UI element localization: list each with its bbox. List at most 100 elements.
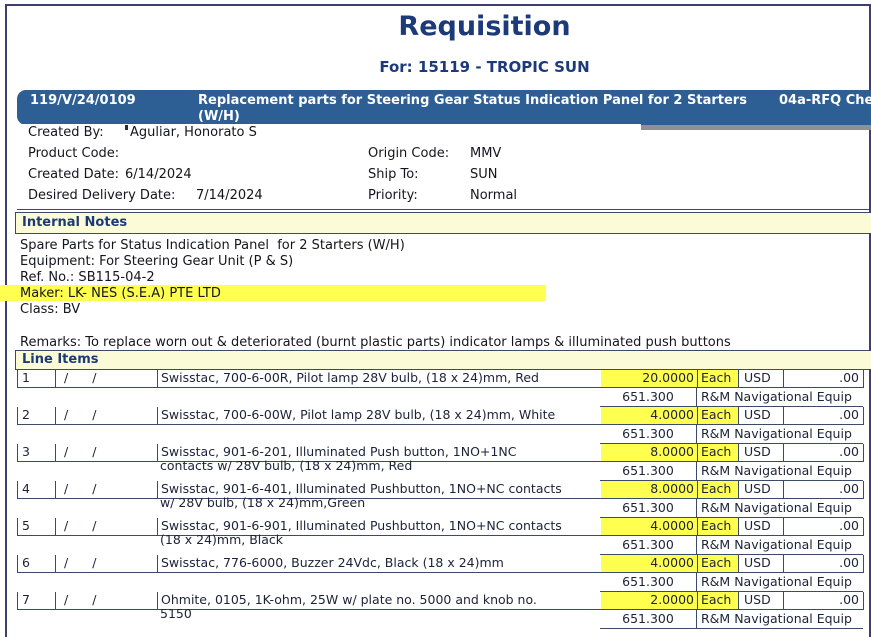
line-item: 3 / / Swisstac, 901-6-201, Illuminated P… — [17, 444, 864, 481]
product-code-label: Product Code: — [28, 146, 120, 161]
ship-to-label: Ship To: — [368, 167, 419, 182]
line-item: 5 / / Swisstac, 901-6-901, Illuminated P… — [17, 518, 864, 555]
slash: / — [64, 481, 69, 496]
amount-cell: .00 — [784, 370, 864, 387]
line-number-cell: 3 — [18, 444, 56, 461]
account-name-cell: R&M Navigational Equip — [697, 499, 863, 518]
currency-cell: USD — [739, 592, 784, 609]
amount-cell: .00 — [784, 592, 864, 609]
unit-cell-highlighted: Each — [698, 407, 739, 424]
unit-cell-highlighted: Each — [698, 592, 739, 609]
account-code-cell: 651.300 — [600, 536, 697, 555]
account-name-cell: R&M Navigational Equip — [697, 425, 863, 444]
note-line: Class: BV — [20, 302, 81, 317]
quantity-cell-highlighted: 2.0000 — [601, 592, 698, 609]
unit-cell-highlighted: Each — [698, 444, 739, 461]
line-item: 1 / / Swisstac, 700-6-00R, Pilot lamp 28… — [17, 370, 864, 407]
internal-notes-header: Internal Notes — [15, 212, 871, 234]
description-cell: Swisstac, 901-6-901, Illuminated Pushbut… — [161, 518, 562, 533]
quantity-cell-highlighted: 8.0000 — [601, 444, 698, 461]
amount-cell: .00 — [784, 444, 864, 461]
account-code-cell: 651.300 — [600, 499, 697, 518]
line-item-row[interactable]: 3 / / Swisstac, 901-6-201, Illuminated P… — [17, 444, 864, 462]
requisition-description-line2: (W/H) — [198, 109, 240, 124]
unit-cell-highlighted: Each — [698, 555, 739, 572]
line-number-cell: 7 — [18, 592, 56, 609]
line-item: 6 / / Swisstac, 776-6000, Buzzer 24Vdc, … — [17, 555, 864, 592]
slash: / — [64, 407, 69, 422]
slash-cell: / / — [56, 518, 158, 535]
line-number-cell: 2 — [18, 407, 56, 424]
ship-to-value: SUN — [470, 167, 498, 182]
desired-delivery-value: 7/14/2024 — [196, 188, 263, 203]
slash: / — [92, 518, 97, 533]
requisition-description-line1: Replacement parts for Steering Gear Stat… — [198, 93, 747, 108]
slash-cell: / / — [56, 555, 158, 572]
note-line-maker: Maker: LK- NES (S.E.A) PTE LTD — [20, 286, 221, 301]
requisition-description: Replacement parts for Steering Gear Stat… — [198, 93, 798, 125]
text-cursor-mark — [125, 125, 128, 130]
account-code-cell: 651.300 — [600, 573, 697, 592]
created-date-label: Created Date: — [28, 167, 120, 182]
account-name-cell: R&M Navigational Equip — [697, 536, 863, 555]
description-cell: Swisstac, 700-6-00W, Pilot lamp 28V bulb… — [161, 407, 556, 422]
amount-cell: .00 — [784, 481, 864, 498]
line-item-row[interactable]: 6 / / Swisstac, 776-6000, Buzzer 24Vdc, … — [17, 555, 864, 573]
quantity-cell-highlighted: 8.0000 — [601, 481, 698, 498]
unit-cell-highlighted: Each — [698, 481, 739, 498]
line-items-header: Line Items — [15, 350, 871, 370]
account-code-cell: 651.300 — [600, 425, 697, 444]
line-item-subrow: 651.300 R&M Navigational Equip — [17, 388, 863, 407]
account-name-cell: R&M Navigational Equip — [697, 573, 863, 592]
currency-cell: USD — [739, 370, 784, 387]
created-date-value: 6/14/2024 — [125, 167, 192, 182]
created-by-value: Aguliar, Honorato S — [130, 125, 257, 140]
currency-cell: USD — [739, 481, 784, 498]
line-items-table: 1 / / Swisstac, 700-6-00R, Pilot lamp 28… — [17, 370, 864, 637]
currency-cell: USD — [739, 407, 784, 424]
line-number-cell: 4 — [18, 481, 56, 498]
created-by-row: Created By: Aguliar, Honorato S — [17, 124, 641, 142]
line-item-row[interactable]: 2 / / Swisstac, 700-6-00W, Pilot lamp 28… — [17, 407, 864, 425]
requisition-status: 04a-RFQ Che — [779, 93, 871, 108]
slash-cell: / / — [56, 592, 158, 609]
line-number-cell: 5 — [18, 518, 56, 535]
description-cell: Swisstac, 700-6-00R, Pilot lamp 28V bulb… — [161, 370, 539, 385]
description-cell: Swisstac, 776-6000, Buzzer 24Vdc, Black … — [161, 555, 504, 570]
line-number-cell: 6 — [18, 555, 56, 572]
section-separator — [17, 209, 871, 210]
line-item: 2 / / Swisstac, 700-6-00W, Pilot lamp 28… — [17, 407, 864, 444]
line-item-row[interactable]: 4 / / Swisstac, 901-6-401, Illuminated P… — [17, 481, 864, 499]
line-item-row[interactable]: 7 / / Ohmite, 0105, 1K-ohm, 25W w/ plate… — [17, 592, 864, 610]
slash: / — [92, 555, 97, 570]
slash: / — [64, 555, 69, 570]
slash: / — [92, 592, 97, 607]
quantity-cell-highlighted: 20.0000 — [601, 370, 698, 387]
desired-delivery-label: Desired Delivery Date: — [28, 188, 176, 203]
slash-cell: / / — [56, 444, 158, 461]
description-cell: Ohmite, 0105, 1K-ohm, 25W w/ plate no. 5… — [161, 592, 537, 607]
line-item-row[interactable]: 5 / / Swisstac, 901-6-901, Illuminated P… — [17, 518, 864, 536]
account-name-cell: R&M Navigational Equip — [697, 610, 863, 629]
requisition-header-bar[interactable]: 119/V/24/0109 Replacement parts for Stee… — [17, 90, 871, 125]
line-item: 7 / / Ohmite, 0105, 1K-ohm, 25W w/ plate… — [17, 592, 864, 629]
note-line: Ref. No.: SB115-04-2 — [20, 270, 155, 285]
quantity-cell-highlighted: 4.0000 — [601, 518, 698, 535]
slash-cell: / / — [56, 481, 158, 498]
description-cell: Swisstac, 901-6-201, Illuminated Push bu… — [161, 444, 517, 459]
amount-cell: .00 — [784, 555, 864, 572]
slash: / — [92, 444, 97, 459]
slash: / — [92, 407, 97, 422]
quantity-cell-highlighted: 4.0000 — [601, 555, 698, 572]
slash: / — [64, 592, 69, 607]
priority-label: Priority: — [368, 188, 418, 203]
account-code-cell: 651.300 — [600, 610, 697, 629]
requisition-number: 119/V/24/0109 — [30, 93, 136, 108]
account-code-cell: 651.300 — [600, 388, 697, 407]
maker-highlight — [0, 285, 546, 301]
slash: / — [64, 370, 69, 385]
line-item-row[interactable]: 1 / / Swisstac, 700-6-00R, Pilot lamp 28… — [17, 370, 864, 388]
slash-cell: / / — [56, 407, 158, 424]
unit-cell-highlighted: Each — [698, 370, 739, 387]
